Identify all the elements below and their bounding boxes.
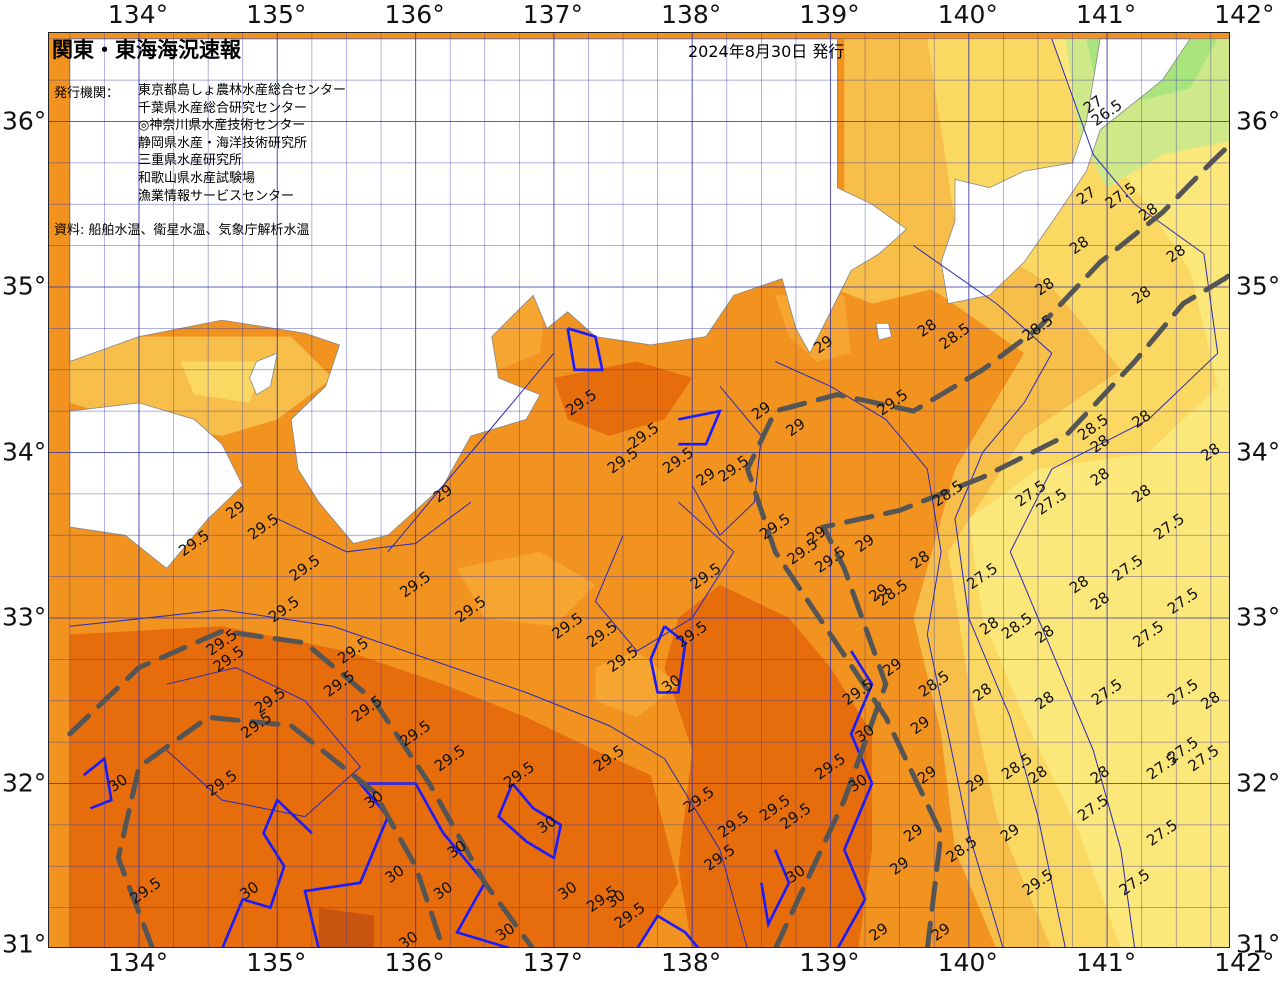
lat-lon-grid — [49, 33, 1229, 947]
kuroshio-axis — [67, 142, 1229, 947]
issuer-item: 三重県水産研究所 — [138, 153, 243, 169]
issuer-item: 和歌山県水産試験場 — [138, 170, 256, 186]
latitude-label: 35° — [2, 271, 47, 301]
longitude-label: 138° — [661, 0, 722, 29]
current-axis-line — [744, 142, 1229, 947]
issuer-item: 東京都島しょ農林水産総合センター — [138, 83, 347, 98]
map-title: 関東・東海海況速報 — [52, 38, 241, 62]
band-27-5 — [968, 38, 1229, 947]
isotherm-30 — [649, 625, 687, 694]
latitude-label: 32° — [2, 768, 47, 797]
issuer-label: 発行機関： — [54, 86, 120, 101]
latitude-label: 34° — [1236, 437, 1280, 466]
longitude-label: 134° — [107, 948, 169, 977]
longitude-label: 136° — [384, 948, 445, 977]
latitude-label: 33° — [2, 602, 47, 632]
longitude-label: 135° — [246, 0, 307, 29]
current-axis-line — [773, 272, 1229, 947]
isotherm — [166, 667, 361, 818]
isotherm — [1009, 38, 1219, 947]
longitude-label: 139° — [799, 0, 860, 29]
latitude-label: 31° — [1236, 929, 1280, 959]
data-source: 資料: 船舶水温、衛星水温、気象庁解析水温 — [54, 223, 310, 238]
latitude-label: 36° — [2, 106, 47, 135]
issuer-item: 静岡県水産・海洋技術研究所 — [138, 135, 308, 151]
isotherm-30 — [82, 756, 113, 810]
longitude-label: 137° — [522, 948, 583, 977]
current-axis-line — [115, 714, 446, 947]
longitude-axis-bottom: 134° 135° 136° 137° 138° 139° 140° 141° 142° — [0, 948, 1280, 982]
issuer-list: 東京都島しょ農林水産総合センター 千葉県水産総合研究センター ◎神奈川県水産技術… — [138, 82, 346, 205]
issue-date: 2024年8月30日 発行 — [688, 42, 845, 61]
issuer-item: 漁業情報サービスセンター — [138, 188, 295, 204]
longitude-label: 135° — [246, 948, 307, 977]
latitude-label: 31° — [2, 929, 47, 959]
longitude-label: 142° — [1214, 948, 1275, 977]
longitude-label: 134° — [107, 0, 169, 29]
land-honshu — [69, 38, 908, 544]
isotherm — [69, 609, 748, 947]
longitude-axis-top: 134° 135° 136° 137° 138° 139° 140° 141° 142° — [0, 0, 1280, 34]
sst-map: 27 26.5 27 27.5 28 28 28 28 28 28.5 28.5 28 29 29.5 29… — [48, 32, 1230, 948]
landmass — [69, 38, 1191, 569]
longitude-label: 140° — [937, 0, 998, 29]
land-izu-oshima — [875, 323, 892, 341]
land-awaji — [249, 352, 278, 396]
latitude-label: 36° — [1236, 106, 1280, 135]
temperature-bands — [49, 33, 1229, 947]
longitude-label: 141° — [1075, 948, 1137, 977]
issuer-item: 千葉県水産総合研究センター — [138, 100, 308, 116]
isotherm — [774, 361, 1004, 947]
longitude-label: 139° — [799, 948, 860, 977]
issuer-item: ◎神奈川県水産技術センター — [138, 118, 306, 134]
band-29 — [457, 551, 596, 627]
band-30 — [69, 626, 679, 947]
longitude-label: 140° — [937, 948, 998, 977]
longitude-label: 142° — [1214, 0, 1275, 29]
longitude-label: 138° — [661, 948, 722, 977]
latitude-label: 34° — [2, 437, 47, 466]
isotherm — [594, 501, 735, 652]
longitude-label: 137° — [522, 0, 583, 29]
latitude-label: 33° — [1236, 602, 1280, 632]
longitude-label: 136° — [384, 0, 445, 29]
latitude-label: 35° — [1236, 271, 1280, 301]
isotherm — [691, 385, 762, 537]
latitude-label: 32° — [1236, 768, 1280, 797]
longitude-label: 141° — [1075, 0, 1137, 29]
